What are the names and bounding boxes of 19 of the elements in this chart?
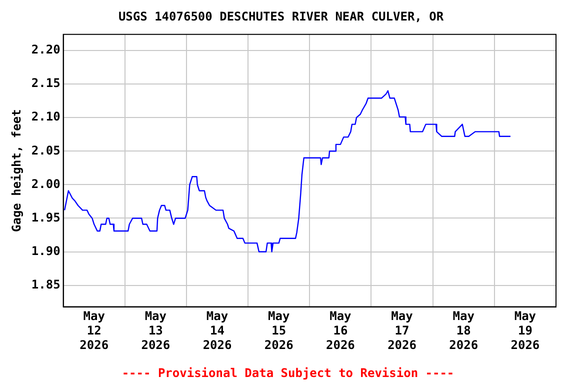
x-tick-label: May 17 2026 — [388, 309, 416, 352]
y-tick-label: 2.00 — [31, 176, 60, 191]
y-tick-label: 1.95 — [31, 210, 60, 224]
x-tick-label: May 16 2026 — [326, 309, 355, 352]
x-tick-label: May 15 2026 — [264, 309, 294, 352]
chart-title: USGS 14076500 DESCHUTES RIVER NEAR CULVER, OR — [118, 9, 444, 24]
x-tick-label: May 12 2026 — [80, 309, 109, 352]
y-tick-label: 1.90 — [31, 244, 60, 258]
y-tick-label: 2.05 — [31, 143, 60, 158]
text: ---- Provisional Data Subject to Revision ---- — [122, 366, 454, 380]
y-tick-label: 2.10 — [31, 110, 60, 124]
y-tick-label: 2.20 — [31, 42, 60, 57]
y-tick-label: 1.85 — [31, 277, 60, 292]
y-axis-title: Gage height, feet — [9, 109, 24, 232]
y-tick-label: 2.15 — [31, 76, 60, 90]
x-tick-label: May 14 2026 — [202, 309, 232, 352]
x-tick-label: May 19 2026 — [510, 309, 540, 352]
x-tick-label: May 18 2026 — [449, 309, 478, 352]
x-tick-label: May 13 2026 — [141, 309, 170, 352]
